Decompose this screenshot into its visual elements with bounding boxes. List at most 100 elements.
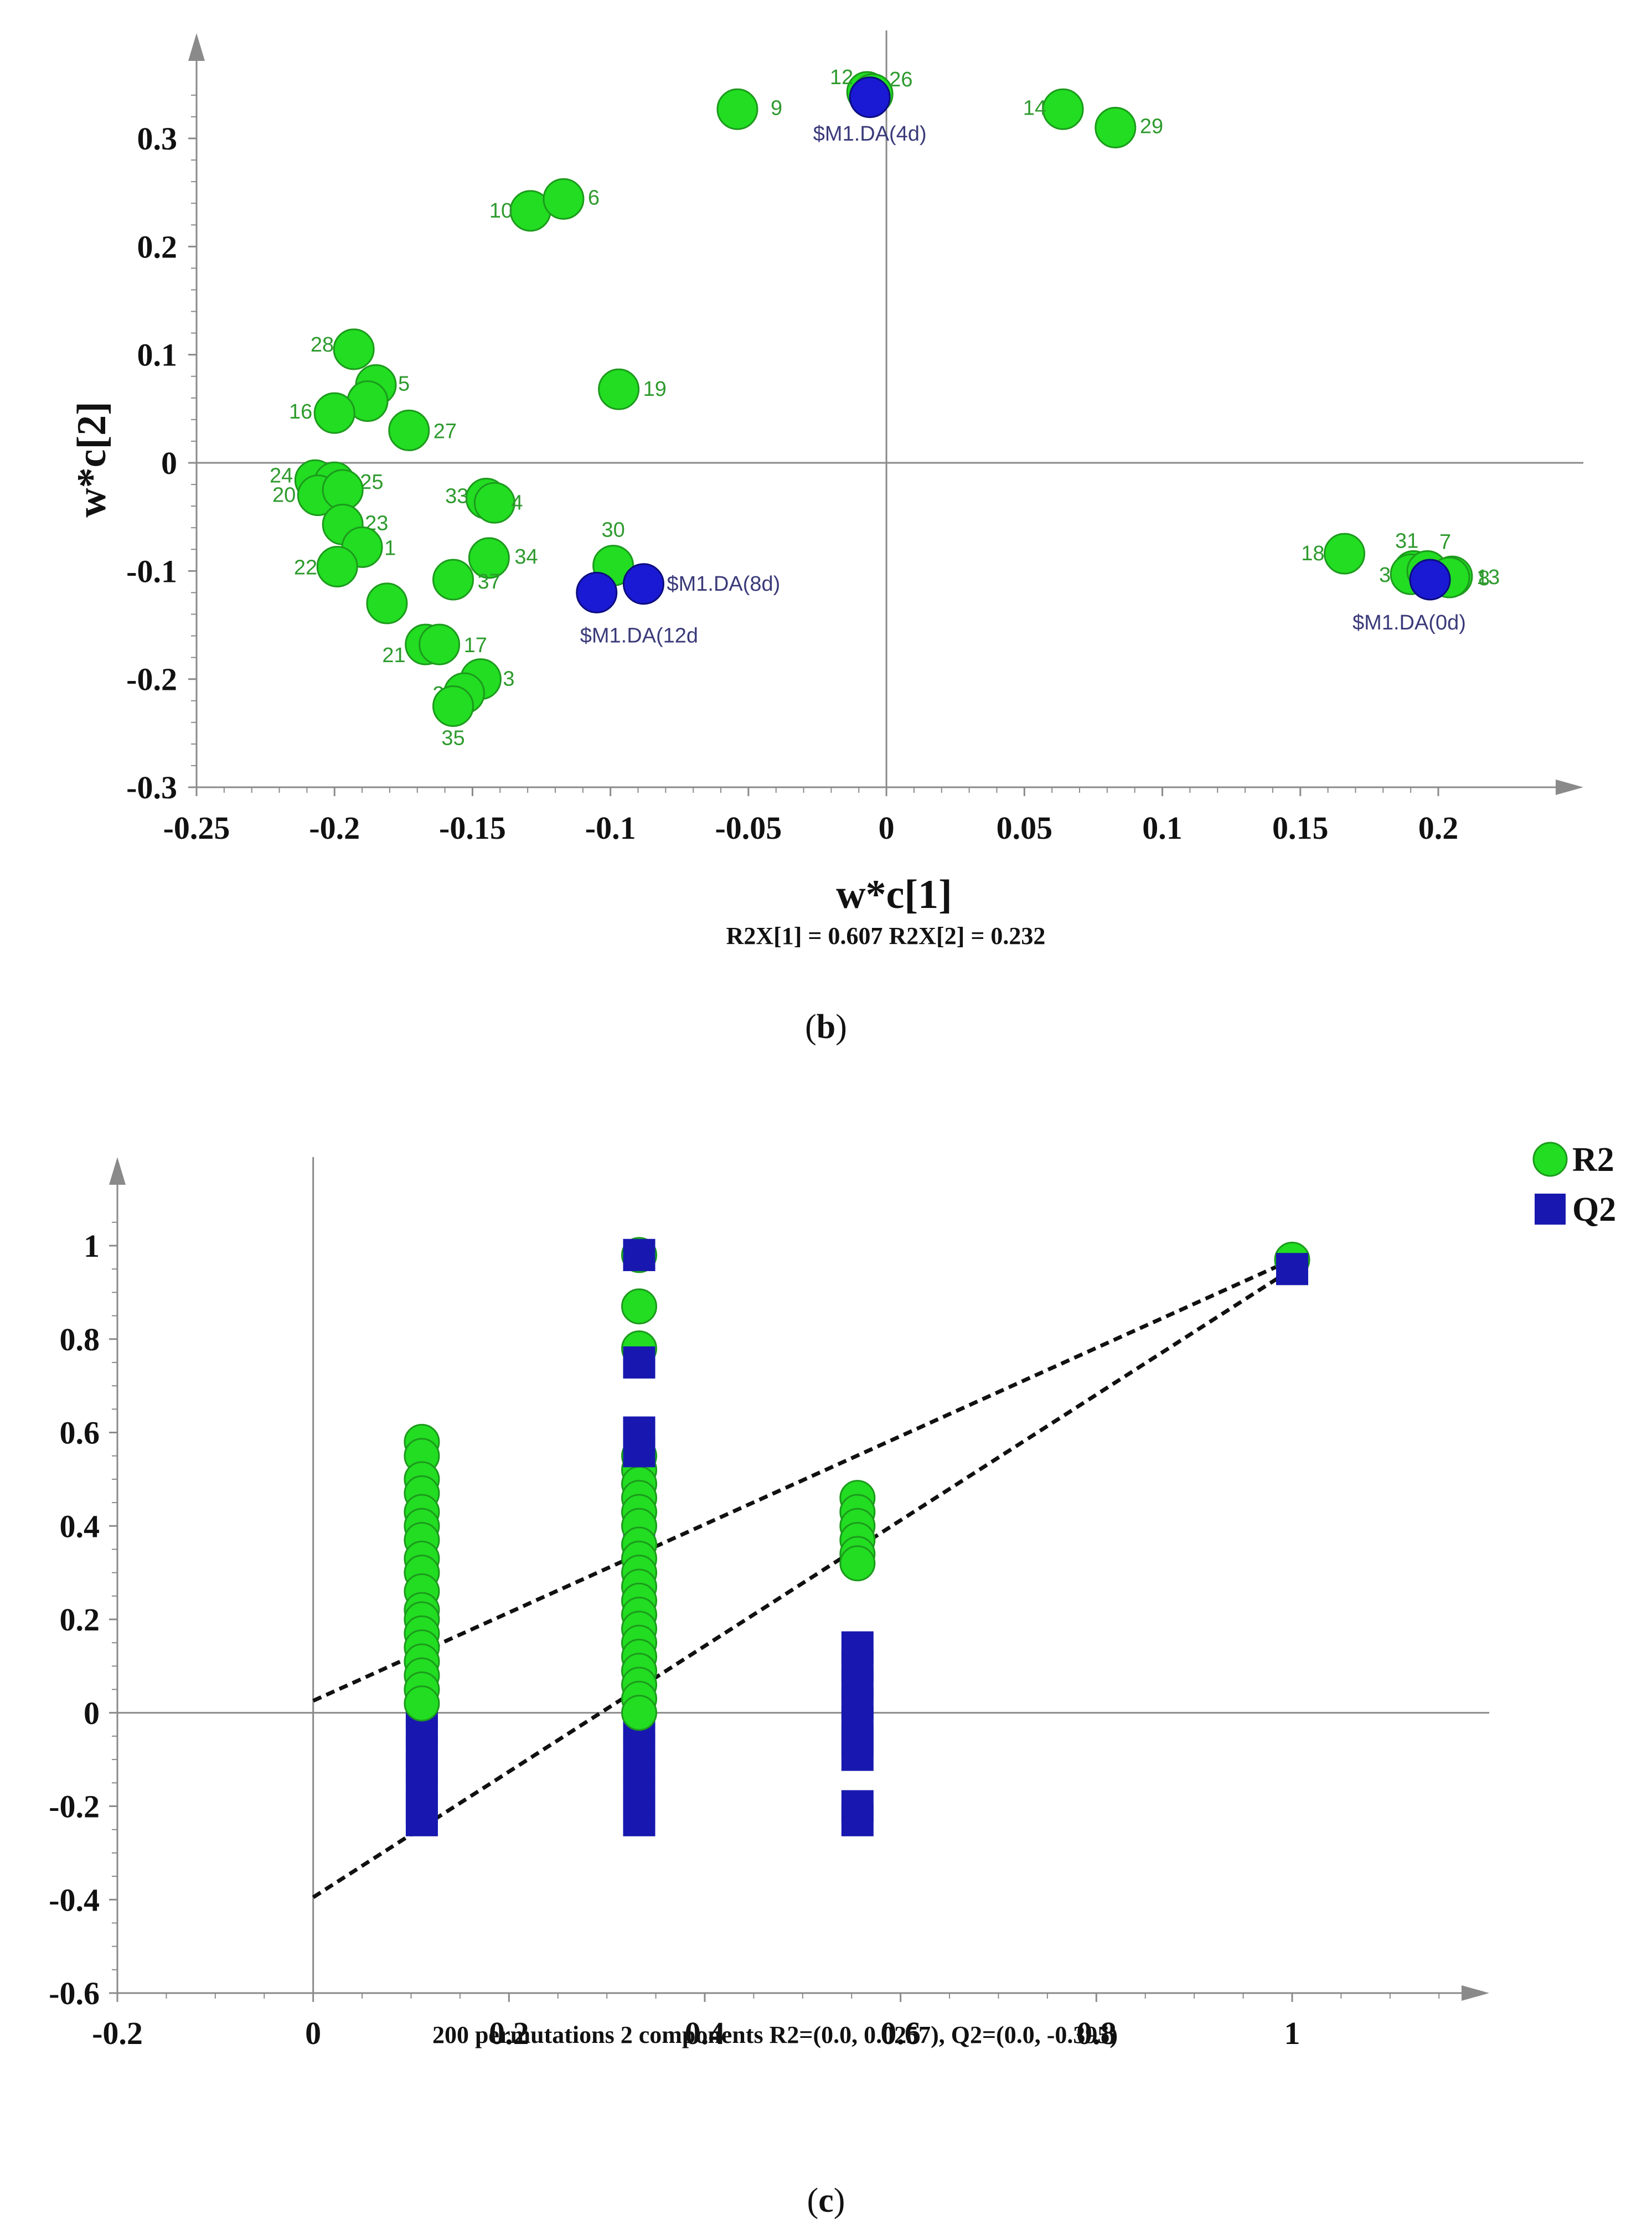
- loading-plot-axes: [188, 30, 1583, 795]
- x-tick-label: -0.05: [715, 810, 782, 846]
- x-tick-label: 0.15: [1272, 810, 1329, 846]
- variable-label: 18: [1301, 542, 1324, 565]
- variable-label: 14: [1023, 96, 1046, 120]
- x-tick-label: -0.15: [439, 810, 506, 846]
- x-tick-label: 0.8: [1076, 2015, 1117, 2051]
- x-tick-label: -0.2: [309, 810, 360, 846]
- variable-label: 21: [382, 644, 405, 667]
- variance-subtitle: R2X[1] = 0.607 R2X[2] = 0.232: [726, 922, 1046, 949]
- r2-point: [621, 1288, 658, 1325]
- y-tick-label: -0.6: [49, 1975, 100, 2011]
- class-label: $M1.DA(8d): [667, 572, 780, 596]
- variable-label: 7: [1439, 530, 1451, 554]
- r2-point: [621, 1695, 658, 1731]
- y-tick-label: -0.2: [49, 1789, 100, 1825]
- variable-label: 12: [830, 66, 853, 89]
- x-axis-title: w*c[1]: [836, 872, 952, 917]
- x-tick-label: 0.4: [685, 2015, 725, 2051]
- y-axis-arrow: [109, 1157, 126, 1185]
- variable-label: 22: [294, 556, 317, 580]
- q2-point: [623, 1238, 655, 1271]
- panel-c-caption-letter: c: [818, 2182, 834, 2219]
- variable-point: [1042, 88, 1084, 130]
- class-label: $M1.DA(0d): [1352, 611, 1466, 634]
- regression-line: [312, 1267, 1293, 1899]
- class-point: [576, 571, 618, 613]
- variable-label: 31: [1395, 529, 1418, 553]
- q2-point: [1276, 1253, 1308, 1286]
- variable-label: 4: [511, 491, 523, 514]
- variable-label: 27: [433, 420, 457, 443]
- variable-point: [1095, 106, 1137, 148]
- loading-plot-class-points: $M1.DA(4d) $M1.DA(8d) $M1.DA(12d $M1.DA(0d): [576, 76, 1466, 647]
- x-tick-label: 0: [879, 810, 895, 846]
- variable-label: 20: [272, 484, 296, 507]
- variable-point: [419, 623, 461, 665]
- r2-point: [839, 1545, 876, 1582]
- variable-point: [473, 482, 515, 524]
- q2-point: [841, 1738, 874, 1771]
- permutation-plot-points: [404, 1237, 1310, 1836]
- variable-point: [432, 559, 474, 601]
- class-label: $M1.DA(4d): [813, 122, 927, 146]
- y-tick-label: 0.2: [137, 229, 178, 265]
- variable-label: 9: [771, 96, 782, 120]
- y-tick-label: 0.8: [60, 1322, 100, 1357]
- class-point: [622, 563, 664, 605]
- legend-r2-label: R2: [1572, 1141, 1614, 1179]
- variable-label: 35: [441, 727, 464, 750]
- variable-label: 3: [1379, 564, 1391, 587]
- y-tick-label: 0.6: [60, 1415, 100, 1451]
- x-tick-label: -0.2: [92, 2015, 143, 2051]
- legend-r2-marker: [1532, 1142, 1568, 1177]
- y-tick-label: -0.2: [126, 662, 177, 698]
- variable-label: 16: [289, 400, 312, 424]
- variable-point: [313, 392, 355, 434]
- variable-label: 5: [398, 372, 410, 395]
- y-tick-label: 0.1: [137, 337, 178, 373]
- y-tick-label: 0.3: [137, 121, 178, 157]
- y-tick-label: 0: [84, 1695, 100, 1731]
- legend-q2-label: Q2: [1572, 1191, 1616, 1229]
- variable-point: [468, 537, 510, 579]
- variable-label: 30: [602, 519, 625, 542]
- y-tick-label: -0.1: [126, 553, 177, 589]
- y-tick-label: 0.2: [60, 1602, 100, 1638]
- y-axis-title: w*c[2]: [69, 401, 115, 518]
- y-tick-label: -0.4: [49, 1882, 100, 1918]
- panel-c-caption: (c): [807, 2182, 845, 2219]
- x-axis-arrow: [1556, 780, 1583, 795]
- legend-q2-marker: [1535, 1194, 1566, 1225]
- x-tick-label: -0.25: [163, 810, 230, 846]
- variable-point: [316, 546, 358, 588]
- variable-label: 1: [384, 536, 396, 560]
- variable-label: 17: [464, 634, 487, 657]
- variable-label: 33: [445, 484, 468, 508]
- variable-label: 34: [514, 545, 538, 569]
- class-label: $M1.DA(12d: [580, 624, 698, 647]
- permutation-plot: -0.2 0 0.2 0.4 0.6 0.8 1 -0.6 -0.4 -0.2 0 0.2 0.4 0.6…: [49, 1141, 1616, 2219]
- panel-b-caption-letter: b: [817, 1008, 835, 1046]
- variable-label: 10: [489, 199, 513, 223]
- y-tick-label: 1: [84, 1228, 100, 1264]
- panel-b-caption: (b): [805, 1008, 847, 1046]
- q2-point: [841, 1804, 874, 1836]
- class-point: [849, 76, 891, 118]
- variable-label: 6: [588, 186, 600, 209]
- loading-scatter-plot: -0.25 -0.2 -0.15 -0.1 -0.05 0 0.05 0.1 0.15 0.2-0…: [69, 30, 1583, 1046]
- variable-label: 3: [503, 668, 514, 691]
- x-tick-label: 0.2: [1418, 810, 1459, 846]
- q2-point: [623, 1804, 655, 1836]
- variable-label: 28: [311, 333, 334, 357]
- variable-point: [366, 582, 408, 624]
- q2-point: [623, 1435, 655, 1468]
- x-axis-arrow: [1462, 1985, 1489, 2001]
- y-tick-label: 0: [161, 445, 177, 481]
- variable-point: [432, 685, 474, 727]
- permutation-plot-ticks: -0.2 0 0.2 0.4 0.6 0.8 1 -0.6 -0.4 -0.2 0 0.2 0.4 0.6…: [49, 1221, 1440, 2051]
- regression-line: [312, 1258, 1293, 1703]
- legend: R2 Q2: [1532, 1141, 1616, 1229]
- variable-point: [388, 409, 430, 451]
- variable-label: 24: [270, 464, 293, 487]
